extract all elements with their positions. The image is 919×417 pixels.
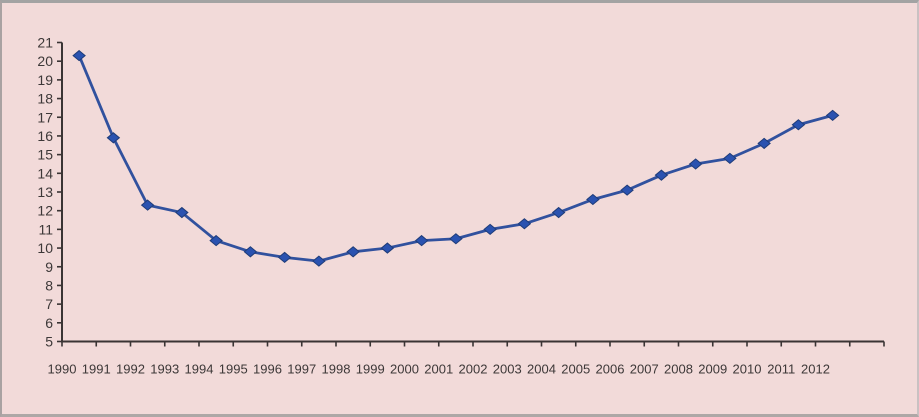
x-tick-label-2003: 2003 (493, 362, 522, 377)
x-tick-label-2007: 2007 (630, 362, 659, 377)
y-tick-label-13: 13 (37, 184, 53, 200)
x-tick-label-1992: 1992 (116, 362, 145, 377)
x-tick-label-2002: 2002 (459, 362, 488, 377)
data-point-1999 (380, 242, 395, 254)
data-point-2002 (483, 223, 497, 236)
x-tick-label-1994: 1994 (185, 362, 214, 377)
x-tick-label-1996: 1996 (253, 362, 282, 377)
x-tick-label-1997: 1997 (287, 362, 316, 377)
data-point-1997 (312, 255, 326, 267)
data-point-2010 (757, 137, 771, 150)
data-point-1990 (72, 49, 86, 62)
y-tick-label-12: 12 (37, 203, 53, 219)
data-point-1993 (175, 206, 189, 219)
y-tick-label-16: 16 (37, 128, 53, 144)
y-tick-label-7: 7 (45, 296, 53, 312)
data-point-2004 (551, 206, 566, 219)
x-tick-label-2008: 2008 (664, 362, 693, 377)
y-tick-label-18: 18 (37, 91, 53, 107)
y-tick-label-19: 19 (37, 72, 53, 88)
y-tick-label-17: 17 (37, 109, 53, 125)
data-point-1991 (106, 132, 121, 144)
plot-line (77, 54, 835, 263)
data-point-1998 (346, 246, 360, 258)
x-tick-label-1993: 1993 (150, 362, 179, 377)
x-tick-label-2001: 2001 (424, 362, 453, 377)
y-tick-label-21: 21 (37, 35, 53, 51)
y-tick-label-15: 15 (37, 147, 53, 163)
data-point-2012 (825, 109, 840, 122)
x-tick-label-2012: 2012 (801, 362, 830, 377)
data-point-2003 (517, 218, 532, 230)
data-point-1996 (277, 251, 292, 264)
x-tick-label-2009: 2009 (698, 362, 727, 377)
x-tick-label-2010: 2010 (733, 362, 762, 377)
data-point-2005 (586, 193, 600, 206)
data-point-2007 (654, 169, 669, 181)
x-tick-label-1995: 1995 (219, 362, 248, 377)
x-tick-label-2011: 2011 (767, 362, 795, 377)
x-tick-label-1990: 1990 (48, 362, 77, 377)
data-point-1995 (243, 246, 258, 258)
x-tick-label-2005: 2005 (561, 362, 590, 377)
y-tick-label-14: 14 (37, 165, 53, 181)
y-tick-label-11: 11 (38, 221, 53, 237)
x-tick-label-2000: 2000 (390, 362, 419, 377)
x-tick-label-1998: 1998 (322, 362, 351, 377)
data-point-2009 (723, 152, 737, 165)
data-point-2001 (449, 233, 463, 245)
data-point-2011 (791, 119, 806, 131)
data-point-2006 (620, 184, 634, 196)
y-tick-label-10: 10 (37, 240, 53, 256)
x-tick-label-2006: 2006 (596, 362, 625, 377)
y-tick-label-6: 6 (45, 315, 53, 331)
y-tick-label-9: 9 (45, 259, 53, 275)
y-tick-label-20: 20 (37, 53, 53, 69)
line-chart: 21 20 19 18 17 16 15 14 13 12 11 10 9 8 7 6 5 1990 1991 199… (37, 35, 885, 377)
data-point-2008 (688, 158, 703, 170)
data-point-1992 (140, 199, 155, 211)
data-point-2000 (414, 234, 429, 247)
y-tick-label-8: 8 (45, 277, 53, 293)
y-tick-label-5: 5 (45, 334, 53, 350)
data-point-1994 (209, 234, 223, 247)
x-tick-label-1999: 1999 (356, 362, 385, 377)
x-tick-label-1991: 1991 (82, 362, 111, 377)
x-tick-label-2004: 2004 (527, 362, 556, 377)
